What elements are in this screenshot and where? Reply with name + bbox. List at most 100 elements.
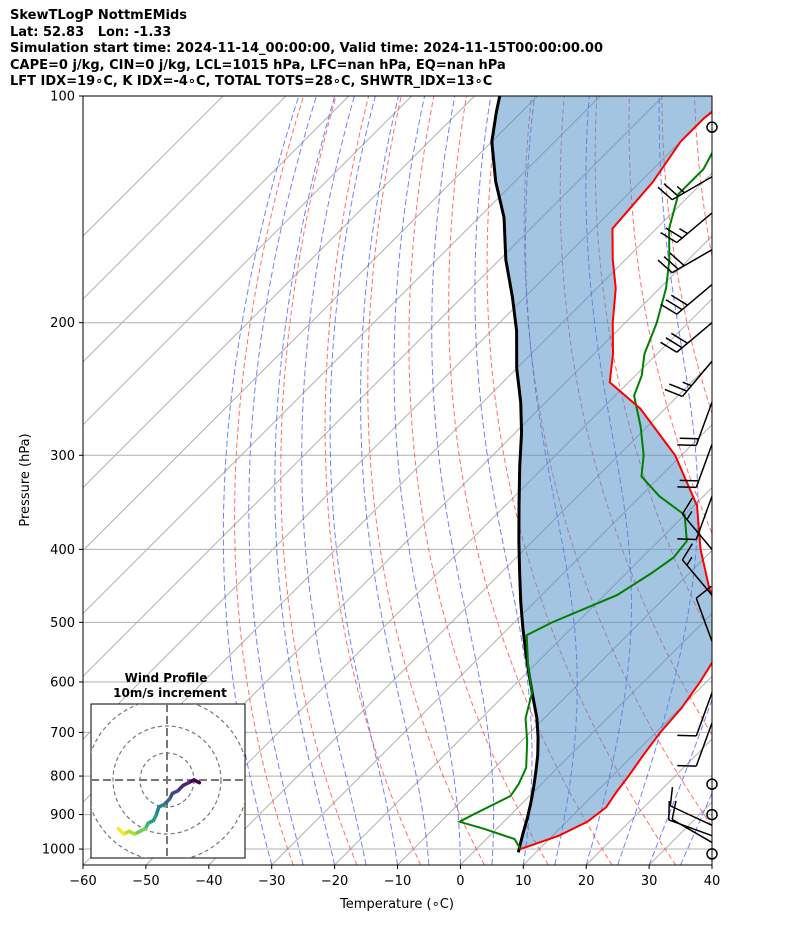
wind-barb-shaft [676, 322, 713, 353]
x-tick-label: 20 [578, 874, 595, 889]
wind-barb-shaft [681, 360, 713, 397]
isotherm-line [334, 486, 712, 865]
wind-barb-flag [668, 800, 671, 820]
wind-barb-shaft [695, 722, 713, 767]
x-tick-label: 0 [456, 874, 464, 889]
wind-barb-flag [671, 800, 677, 820]
moist-adiabat [248, 96, 317, 865]
isotherm-line [83, 96, 475, 489]
y-tick-label: 700 [50, 726, 75, 741]
wind-barb-flag [665, 299, 683, 311]
wind-barb-half-flag [686, 556, 693, 566]
wind-barb-flag [665, 227, 683, 239]
y-axis-label: Pressure (hPa) [18, 433, 33, 526]
wind-barb-flag [660, 303, 678, 315]
wind-barb-flag [670, 332, 688, 344]
wind-barb-shaft [695, 495, 713, 540]
dewpoint-line [456, 151, 712, 850]
y-tick-label: 100 [50, 90, 75, 105]
calm-wind-circle [706, 808, 718, 821]
wind-barb-flag [677, 538, 697, 541]
dry-adiabat [408, 96, 549, 865]
calm-wind-circle [706, 121, 718, 133]
x-tick-label: 10 [515, 874, 532, 889]
x-tick-label: −50 [132, 874, 159, 889]
wind-barb-flag [681, 497, 694, 515]
wind-barb-flag [677, 734, 697, 737]
y-tick-label: 200 [50, 316, 75, 331]
moist-adiabat [301, 96, 367, 865]
wind-barb-half-flag [682, 381, 692, 387]
x-tick-label: −20 [321, 874, 348, 889]
calm-wind-circle [706, 848, 718, 860]
wind-barb-shaft [668, 819, 713, 837]
wind-barb-shaft [671, 249, 713, 274]
y-tick-label: 1000 [42, 843, 75, 858]
moist-adiabat [329, 96, 398, 865]
y-tick-label: 900 [50, 808, 75, 823]
calm-wind-circle [706, 778, 718, 790]
wind-barb-flag [670, 294, 688, 306]
wind-barb-flag [677, 486, 697, 489]
y-tick-label: 300 [50, 449, 75, 464]
y-tick-label: 400 [50, 543, 75, 558]
wind-barb-shaft [681, 559, 713, 596]
wind-barb-flag [669, 383, 688, 392]
x-tick-label: −60 [69, 874, 96, 889]
wind-barb-shaft [695, 401, 713, 446]
wind-barb-shaft [695, 597, 713, 642]
wind-barb-flag [669, 786, 674, 806]
x-tick-label: 30 [641, 874, 658, 889]
x-tick-label: −30 [258, 874, 285, 889]
moist-adiabat [711, 863, 712, 865]
isotherm-line [83, 96, 538, 552]
temperature-line [520, 110, 712, 850]
moist-adiabat [474, 96, 533, 865]
dry-adiabat [448, 96, 613, 865]
wind-barb-flag [663, 183, 679, 197]
isotherm-line [397, 549, 712, 865]
dry-adiabat [727, 96, 794, 865]
dry-adiabat [324, 96, 422, 865]
wind-barb-flag [677, 444, 697, 447]
x-tick-label: −10 [384, 874, 411, 889]
wind-barb-half-flag [676, 185, 685, 194]
dry-adiabat [760, 96, 794, 865]
wind-barb-flag [657, 259, 673, 274]
dry-adiabat [367, 96, 485, 865]
chart-title-line-1: SkewTLogP NottmEMids [10, 8, 188, 23]
wind-barb-flag [660, 341, 678, 353]
x-tick-label: −40 [195, 874, 222, 889]
wind-barb-shaft [676, 284, 713, 315]
hodograph-ring [112, 725, 222, 835]
isotherm-line [83, 96, 601, 615]
y-tick-label: 500 [50, 616, 75, 631]
wind-barb-flag [679, 479, 699, 482]
isotherm-line [83, 96, 224, 237]
hodograph-trace-segment [116, 826, 126, 836]
moist-adiabat [274, 96, 336, 865]
wind-barb-flag [677, 764, 697, 767]
moist-adiabat [222, 96, 300, 865]
wind-barb-shaft [669, 805, 713, 826]
dry-adiabat [234, 96, 304, 865]
wind-barb-flag [681, 543, 694, 561]
wind-barb-flag [669, 252, 685, 267]
hodograph-title: Wind Profile [125, 671, 208, 685]
isotherm-line [83, 96, 287, 300]
wind-barb-flag [695, 585, 712, 599]
wind-barb-shaft [671, 176, 713, 201]
y-tick-label: 800 [50, 770, 75, 785]
isotherm-line [83, 96, 350, 363]
moist-adiabat [360, 96, 430, 865]
hodograph-subtitle: 10m/s increment [113, 686, 227, 700]
wind-barb-flag [664, 388, 683, 398]
wind-barb-shaft [695, 443, 713, 488]
x-axis-label: Temperature (∘C) [339, 897, 454, 912]
wind-barb-half-flag [679, 227, 688, 235]
wind-barb-half-flag [686, 511, 693, 520]
wind-barb-flag [665, 337, 683, 349]
chart-title-line-5: LFT IDX=19∘C, K IDX=-4∘C, TOTAL TOTS=28∘… [10, 74, 493, 89]
isotherm-line [775, 96, 794, 865]
moist-adiabat [648, 698, 712, 865]
